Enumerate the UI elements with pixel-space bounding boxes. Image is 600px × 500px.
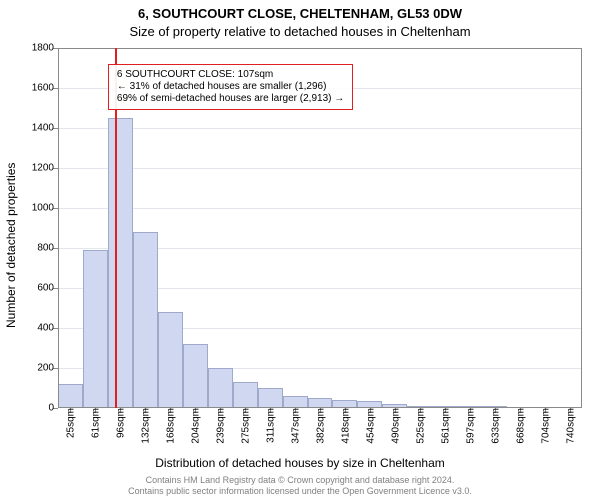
y-tick-label: 1400 [32, 123, 58, 134]
x-tick-label: 597sqm [463, 408, 476, 444]
x-tick-label: 418sqm [338, 408, 351, 444]
x-tick-label: 311sqm [264, 408, 277, 443]
footer-line-1: Contains HM Land Registry data © Crown c… [0, 475, 600, 485]
x-tick-label: 347sqm [289, 408, 302, 444]
x-tick-label: 704sqm [538, 408, 551, 444]
y-tick-label: 800 [37, 243, 58, 254]
info-box-line: ← 31% of detached houses are smaller (1,… [117, 81, 344, 93]
x-tick-label: 204sqm [189, 408, 202, 444]
x-tick-label: 132sqm [139, 408, 152, 444]
x-tick-label: 168sqm [164, 408, 177, 444]
y-tick-label: 1600 [32, 83, 58, 94]
y-tick-label: 1200 [32, 163, 58, 174]
x-tick-label: 61sqm [89, 408, 102, 438]
page-title-line1: 6, SOUTHCOURT CLOSE, CHELTENHAM, GL53 0D… [0, 6, 600, 21]
x-tick-label: 561sqm [438, 408, 451, 444]
x-tick-label: 382sqm [314, 408, 327, 444]
x-tick-label: 668sqm [513, 408, 526, 444]
info-box-line: 6 SOUTHCOURT CLOSE: 107sqm [117, 69, 344, 81]
x-axis-label: Distribution of detached houses by size … [0, 456, 600, 470]
footer-line-2: Contains public sector information licen… [0, 486, 600, 496]
y-tick-label: 200 [37, 363, 58, 374]
x-tick-label: 454sqm [363, 408, 376, 444]
y-axis-label: Number of detached properties [4, 163, 18, 328]
x-tick-label: 490sqm [388, 408, 401, 444]
x-tick-label: 525sqm [413, 408, 426, 444]
property-info-box: 6 SOUTHCOURT CLOSE: 107sqm← 31% of detac… [108, 64, 353, 110]
y-tick-label: 0 [48, 403, 58, 414]
x-tick-label: 96sqm [114, 408, 127, 438]
info-box-line: 69% of semi-detached houses are larger (… [117, 93, 344, 105]
footer-attribution: Contains HM Land Registry data © Crown c… [0, 475, 600, 496]
page-title-line2: Size of property relative to detached ho… [0, 24, 600, 39]
y-tick-label: 600 [37, 283, 58, 294]
y-tick-label: 400 [37, 323, 58, 334]
x-tick-label: 25sqm [64, 408, 77, 438]
y-tick-label: 1000 [32, 203, 58, 214]
x-tick-label: 239sqm [214, 408, 227, 444]
x-tick-label: 633sqm [488, 408, 501, 444]
chart-plot-area: 02004006008001000120014001600180025sqm61… [58, 48, 582, 408]
x-tick-label: 740sqm [563, 408, 576, 444]
x-tick-label: 275sqm [239, 408, 252, 444]
y-tick-label: 1800 [32, 43, 58, 54]
